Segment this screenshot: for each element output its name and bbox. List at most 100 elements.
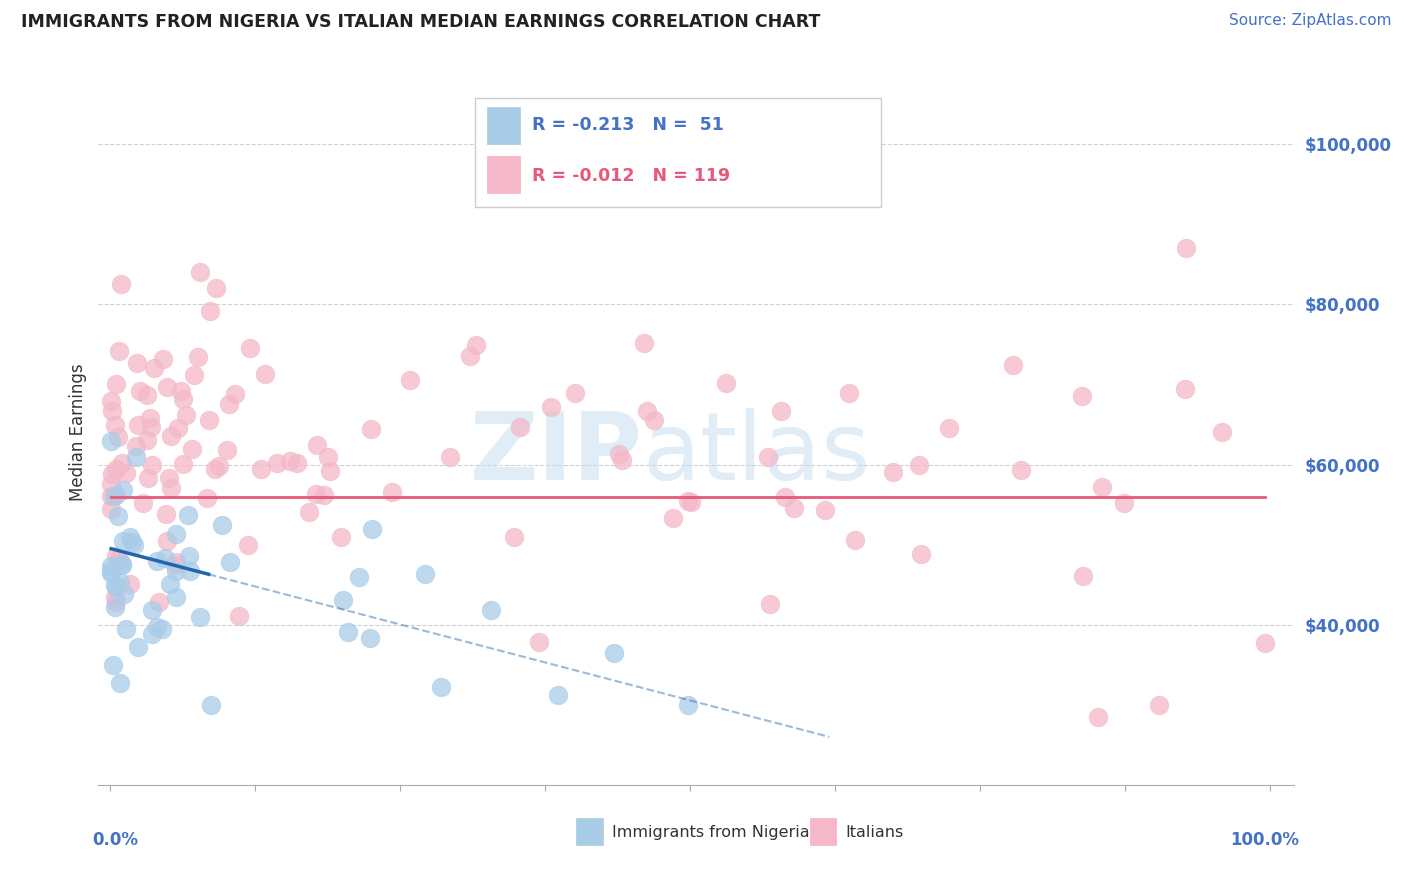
Point	[1254, 635, 1277, 649]
Point	[1010, 463, 1032, 477]
Point	[612, 453, 634, 467]
Point	[360, 422, 382, 436]
Point	[105, 376, 128, 391]
Point	[1112, 496, 1135, 510]
Text: R = -0.012   N = 119: R = -0.012 N = 119	[533, 167, 730, 185]
Point	[349, 570, 371, 584]
Point	[183, 368, 205, 383]
Point	[177, 549, 200, 563]
Point	[136, 433, 159, 447]
Point	[101, 403, 124, 417]
Point	[100, 558, 122, 573]
Point	[211, 517, 233, 532]
Point	[239, 342, 262, 356]
Point	[115, 622, 138, 636]
Point	[188, 265, 211, 279]
Point	[813, 503, 835, 517]
Point	[179, 565, 201, 579]
Point	[910, 547, 932, 561]
Point	[305, 438, 328, 452]
Point	[159, 577, 181, 591]
Point	[176, 508, 198, 522]
Point	[156, 380, 179, 394]
FancyBboxPatch shape	[486, 156, 520, 193]
Point	[217, 442, 239, 457]
Point	[758, 450, 780, 465]
Point	[104, 417, 127, 432]
Point	[681, 495, 703, 509]
Point	[770, 404, 793, 418]
Point	[100, 434, 122, 448]
Point	[187, 350, 209, 364]
Point	[1070, 389, 1092, 403]
Point	[882, 465, 904, 479]
Point	[104, 578, 127, 592]
Point	[633, 335, 655, 350]
Point	[198, 413, 221, 427]
Point	[1211, 425, 1233, 440]
Point	[165, 555, 187, 569]
Point	[775, 490, 797, 504]
Point	[329, 530, 352, 544]
Point	[108, 551, 131, 566]
Point	[110, 277, 132, 291]
Text: Italians: Italians	[845, 825, 904, 840]
Point	[783, 501, 806, 516]
Point	[319, 464, 342, 478]
Point	[118, 530, 141, 544]
Point	[314, 488, 336, 502]
Point	[607, 447, 630, 461]
Point	[195, 491, 218, 505]
Point	[172, 457, 194, 471]
Point	[138, 410, 160, 425]
Point	[104, 580, 127, 594]
Point	[360, 523, 382, 537]
Point	[200, 698, 222, 712]
Point	[172, 392, 194, 407]
Point	[155, 551, 177, 566]
FancyBboxPatch shape	[810, 818, 835, 845]
Point	[1149, 698, 1171, 712]
Point	[464, 337, 486, 351]
Point	[1091, 480, 1114, 494]
Text: 0.0%: 0.0%	[93, 830, 138, 849]
Point	[266, 456, 288, 470]
Point	[460, 350, 482, 364]
Point	[107, 430, 129, 444]
Point	[399, 373, 422, 387]
Text: Immigrants from Nigeria: Immigrants from Nigeria	[613, 825, 810, 840]
Point	[110, 456, 132, 470]
Point	[285, 456, 308, 470]
Point	[661, 511, 683, 525]
Point	[1001, 358, 1024, 372]
Point	[107, 509, 129, 524]
Point	[125, 439, 148, 453]
Point	[100, 566, 122, 581]
Text: R = -0.213   N =  51: R = -0.213 N = 51	[533, 116, 724, 134]
Point	[169, 384, 191, 398]
Point	[509, 420, 531, 434]
Point	[136, 471, 159, 485]
Point	[128, 384, 150, 398]
Point	[547, 688, 569, 702]
FancyBboxPatch shape	[576, 818, 603, 845]
Point	[228, 608, 250, 623]
Text: IMMIGRANTS FROM NIGERIA VS ITALIAN MEDIAN EARNINGS CORRELATION CHART: IMMIGRANTS FROM NIGERIA VS ITALIAN MEDIA…	[21, 13, 821, 31]
Point	[112, 587, 135, 601]
Point	[163, 558, 186, 573]
Point	[208, 458, 231, 473]
Point	[122, 538, 145, 552]
Y-axis label: Median Earnings: Median Earnings	[69, 364, 87, 501]
Point	[127, 640, 149, 654]
Point	[1174, 382, 1197, 396]
Point	[1087, 710, 1109, 724]
Point	[120, 577, 142, 591]
Point	[298, 505, 321, 519]
Point	[103, 600, 125, 615]
Point	[152, 351, 174, 366]
Point	[143, 361, 166, 376]
Point	[111, 558, 134, 572]
Point	[643, 413, 665, 427]
Point	[205, 281, 228, 295]
Point	[145, 619, 167, 633]
